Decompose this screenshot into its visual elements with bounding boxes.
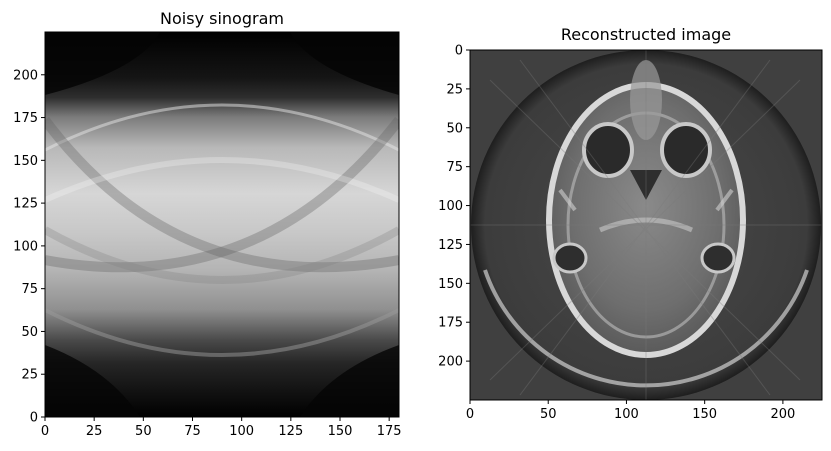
sinogram-x-tick-label: 150	[328, 424, 353, 439]
sinogram-x-tick-label: 0	[41, 424, 49, 439]
sinogram-x-ticks: 0 25 50 75 100 125 150 175	[41, 417, 402, 439]
reconstruction-y-tick-label: 50	[446, 121, 463, 136]
reconstruction-title: Reconstructed image	[561, 25, 731, 44]
sinogram-y-tick-label: 25	[21, 368, 38, 383]
reconstruction-y-tick-label: 25	[446, 82, 463, 97]
reconstruction-x-tick-label: 50	[540, 407, 557, 422]
sinogram-y-ticks: 0 25 50 75 100 125 150 175 200	[13, 68, 45, 426]
sinogram-y-tick-label: 175	[13, 111, 38, 126]
reconstruction-y-tick-label: 200	[438, 355, 463, 370]
reconstruction-y-tick-label: 0	[455, 44, 463, 59]
reconstruction-panel: Reconstructed image	[438, 25, 823, 422]
reconstruction-image	[470, 50, 822, 400]
sinogram-y-tick-label: 125	[13, 197, 38, 212]
reconstruction-y-ticks: 0 25 50 75 100 125 150 175 200	[438, 44, 470, 370]
reconstruction-y-tick-label: 100	[438, 199, 463, 214]
sinogram-title: Noisy sinogram	[160, 9, 284, 28]
reconstruction-x-tick-label: 200	[770, 407, 795, 422]
reconstruction-x-tick-label: 150	[692, 407, 717, 422]
reconstruction-x-tick-label: 100	[614, 407, 639, 422]
sinogram-y-tick-label: 100	[13, 239, 38, 254]
sinogram-x-tick-label: 100	[229, 424, 254, 439]
sinogram-x-tick-label: 175	[377, 424, 402, 439]
sinogram-x-tick-label: 75	[184, 424, 201, 439]
sinogram-y-tick-label: 50	[21, 325, 38, 340]
sinogram-y-tick-label: 150	[13, 154, 38, 169]
sinogram-panel: Noisy sinogram 0 25 50 75 100 125 150 175 0 25 50…	[13, 9, 401, 439]
reconstruction-y-tick-label: 125	[438, 238, 463, 253]
sinogram-y-tick-label: 200	[13, 68, 38, 83]
sinogram-image	[45, 32, 399, 417]
sinogram-x-tick-label: 50	[135, 424, 152, 439]
reconstruction-y-tick-label: 175	[438, 316, 463, 331]
reconstruction-y-tick-label: 75	[446, 160, 463, 175]
sinogram-y-tick-label: 75	[21, 282, 38, 297]
reconstruction-x-tick-label: 0	[466, 407, 474, 422]
reconstruction-x-ticks: 0 50 100 150 200	[466, 400, 795, 422]
sinogram-x-tick-label: 25	[86, 424, 103, 439]
sinogram-x-tick-label: 125	[278, 424, 303, 439]
reconstruction-y-tick-label: 150	[438, 277, 463, 292]
sinogram-y-tick-label: 0	[30, 411, 38, 426]
